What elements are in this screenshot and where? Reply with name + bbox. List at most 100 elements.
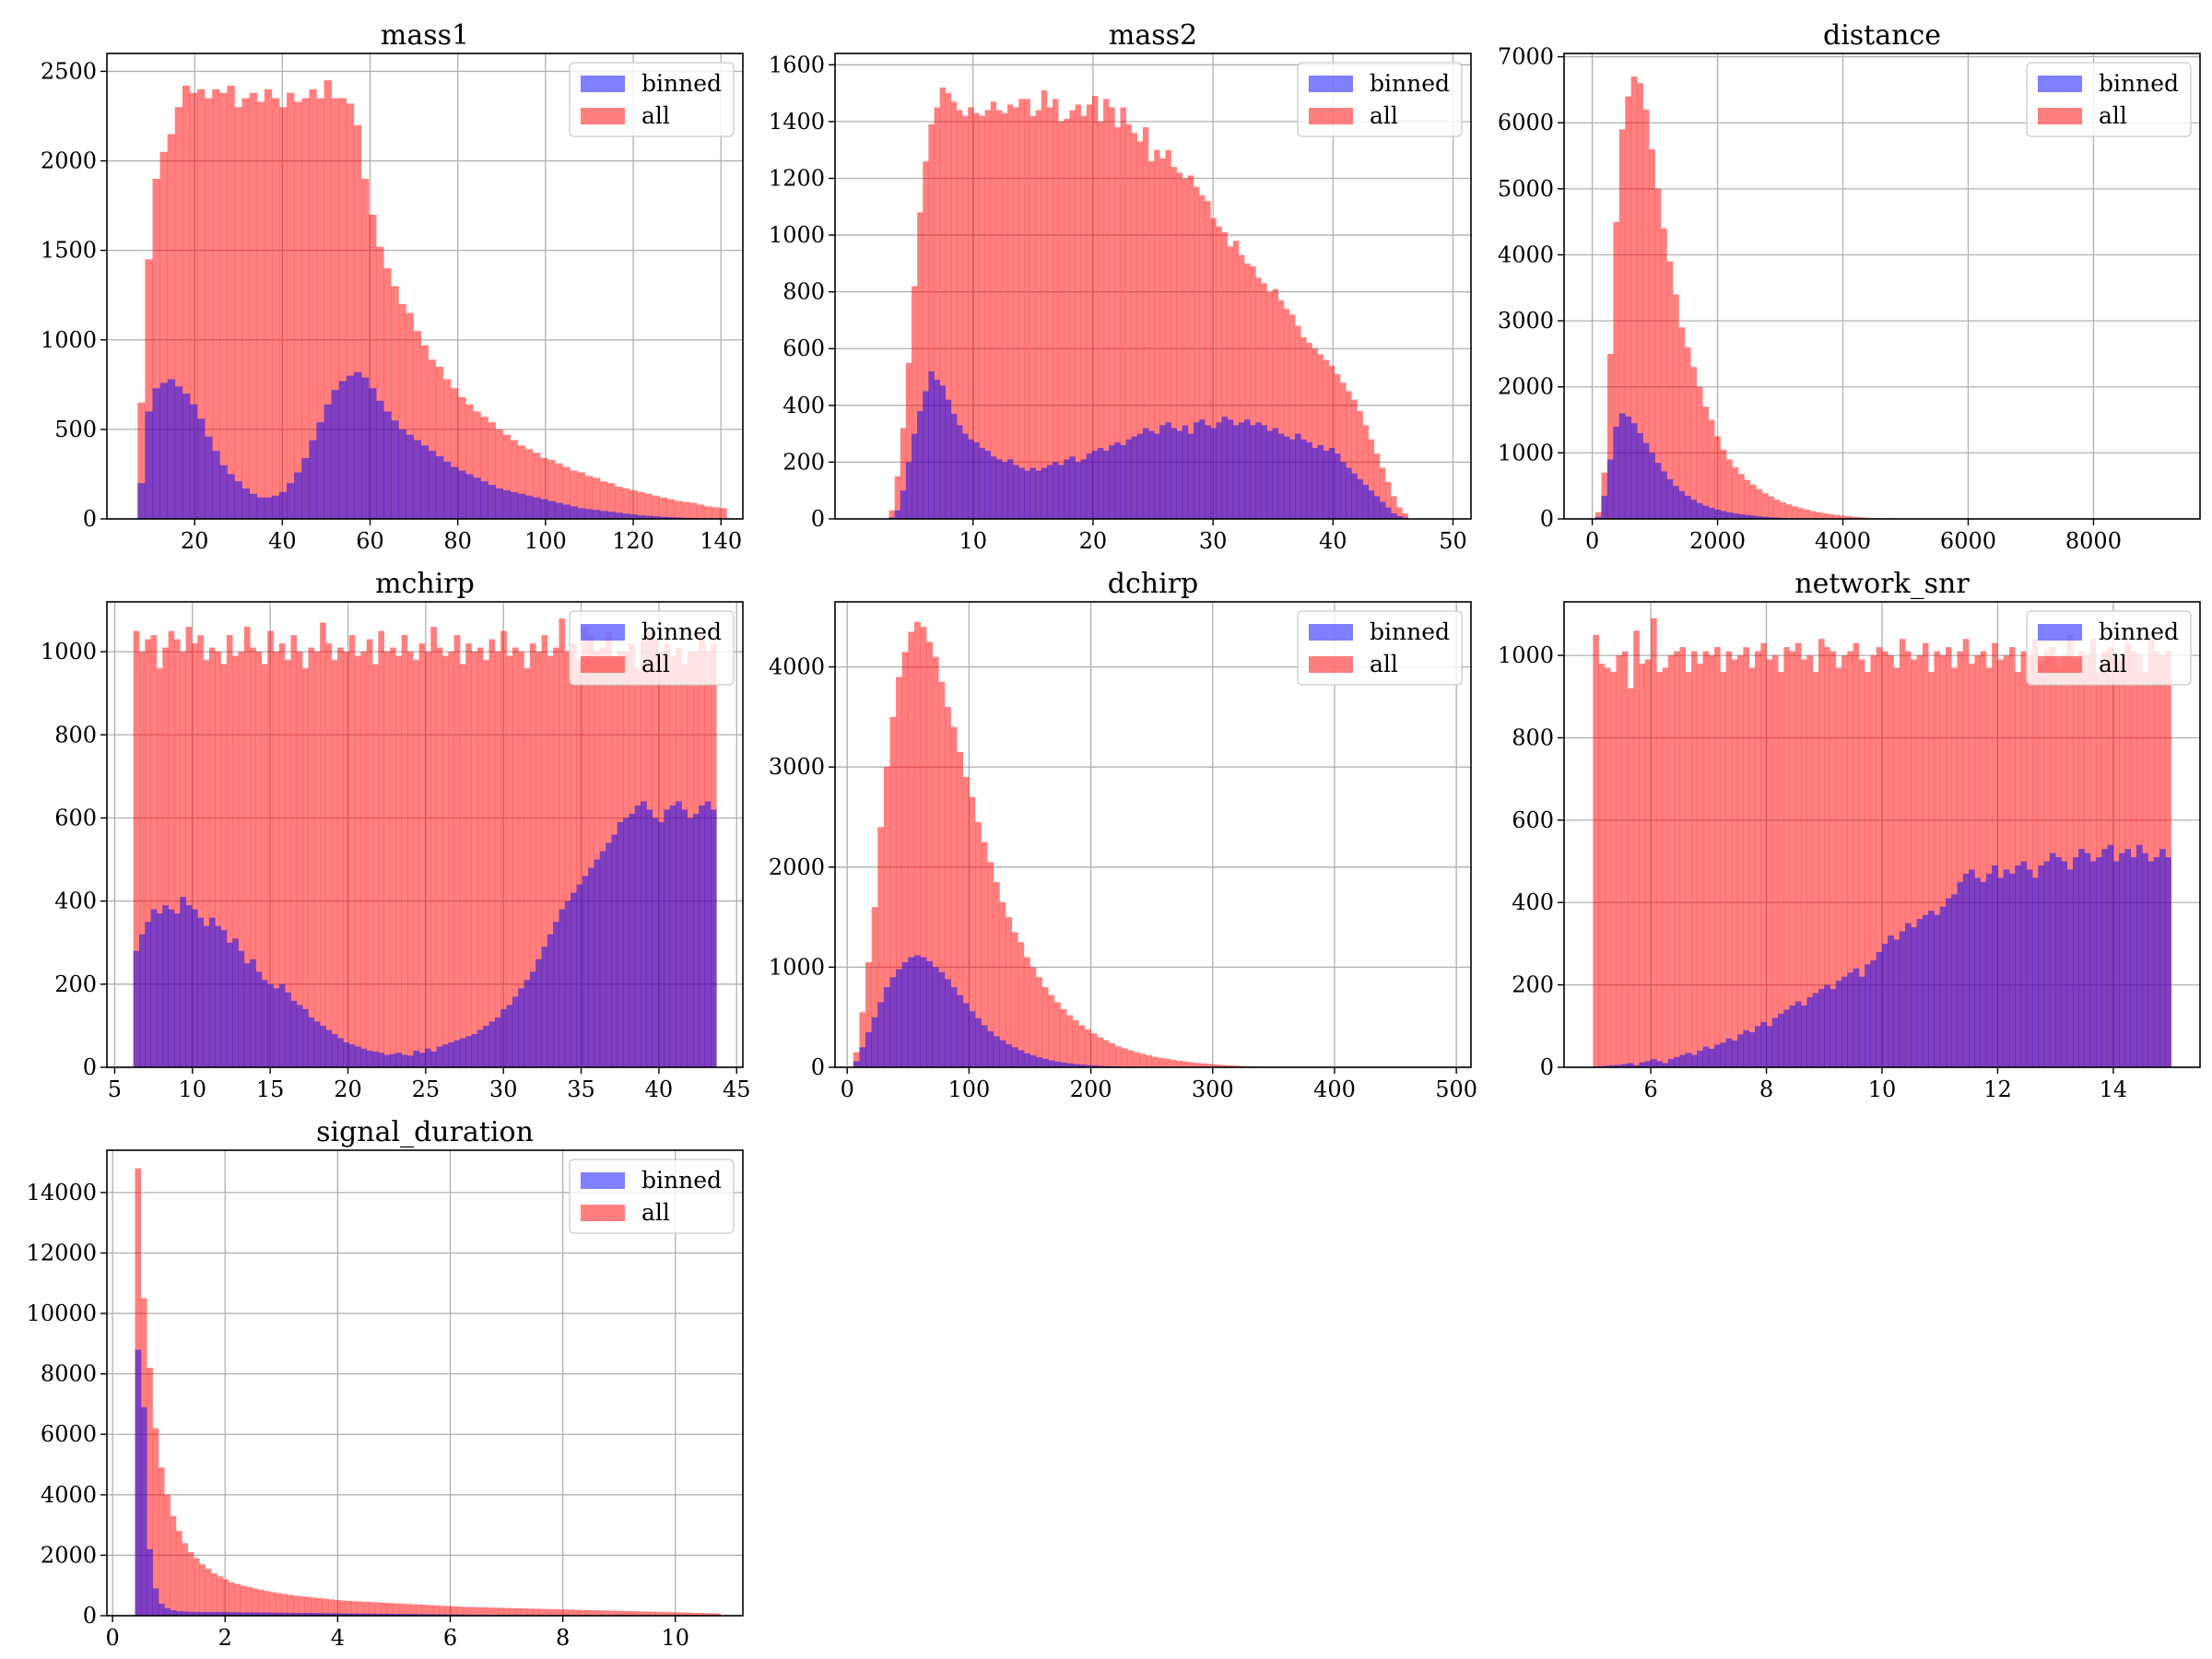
histogram-bar (269, 1592, 276, 1616)
y-tick-label: 0 (811, 506, 825, 532)
histogram-bar (1679, 1054, 1687, 1067)
legend: binned all (569, 610, 735, 686)
histogram-bar (1218, 1065, 1226, 1067)
histogram-bar (234, 107, 242, 520)
histogram-bar (975, 821, 982, 1067)
histogram-bar (594, 859, 601, 1067)
histogram-bar (1824, 984, 1830, 1067)
histogram-bar (413, 440, 422, 519)
histogram-bar (152, 1588, 159, 1616)
histogram-bar (889, 716, 897, 1067)
histogram-bar (1768, 517, 1775, 519)
y-tick-label: 8000 (41, 1361, 97, 1387)
x-tick-label: 40 (1319, 528, 1347, 554)
histogram-bar (1136, 141, 1144, 519)
histogram-bar (1346, 467, 1352, 519)
histogram-bar (416, 1604, 423, 1616)
histogram-bar (2124, 849, 2132, 1067)
histogram-bar (712, 507, 720, 519)
x-tick-label: 6 (443, 1625, 457, 1651)
legend-label-binned: binned (2099, 618, 2179, 645)
histogram-bar (287, 483, 295, 519)
histogram-bar (219, 92, 228, 519)
histogram-bar (208, 917, 216, 1067)
histogram-bar (1708, 1048, 1715, 1067)
histogram-bar (299, 1613, 305, 1616)
y-tick-label: 200 (1512, 972, 1554, 998)
histogram-bar (1661, 471, 1667, 519)
histogram-bar (1821, 512, 1829, 519)
histogram-bar (667, 1612, 675, 1616)
histogram-bar (2112, 861, 2120, 1067)
histogram-bar (1888, 655, 1894, 1067)
y-tick-label: 0 (83, 506, 97, 532)
histogram-bar (226, 635, 233, 1067)
histogram-bar (1656, 671, 1663, 1067)
histogram-bar (1283, 436, 1290, 519)
histogram-bar (1182, 178, 1189, 520)
histogram-bar (480, 1606, 487, 1616)
histogram-bar (410, 1604, 417, 1616)
histogram-bar (279, 107, 288, 520)
histogram-bar (962, 433, 969, 519)
histogram-bar (182, 394, 191, 519)
histogram-bar (219, 465, 228, 519)
x-tick-label: 45 (723, 1077, 751, 1102)
histogram-bar (1630, 76, 1638, 519)
histogram-bar (1060, 1062, 1067, 1067)
histogram-bar (634, 805, 641, 1067)
x-tick-label: 8000 (2065, 528, 2122, 554)
histogram-bar (2084, 853, 2091, 1067)
histogram-bar (1194, 1063, 1201, 1067)
histogram-bar (1131, 436, 1138, 519)
histogram-bar (398, 1614, 405, 1616)
histogram-bar (325, 1030, 333, 1067)
histogram-bar (2153, 857, 2160, 1067)
x-tick-label: 200 (1070, 1077, 1112, 1102)
histogram-bar (433, 1605, 441, 1616)
histogram-bar (252, 1588, 259, 1616)
histogram-bar (674, 500, 683, 519)
histogram-bar (710, 809, 717, 1067)
histogram-bar (1041, 90, 1048, 519)
legend-swatch-all (2038, 656, 2082, 673)
histogram-bar (1212, 1064, 1219, 1067)
histogram-bar (1317, 444, 1324, 519)
histogram-bar (1277, 433, 1285, 519)
histogram-bar (1306, 441, 1312, 519)
panel-network_snr: 6 8 10 12 14 0 200 400 600 800 1000 network_snrbinn… (1498, 568, 2201, 1102)
histogram-bar (1760, 1021, 1767, 1067)
histogram-bar (1216, 226, 1222, 519)
histogram-bar (1048, 994, 1055, 1067)
histogram-bar (1613, 426, 1620, 519)
histogram-bar (191, 643, 198, 1067)
histogram-bar (629, 489, 638, 519)
histogram-bar (545, 1608, 551, 1616)
histogram-bar (308, 647, 315, 1067)
histogram-bar (378, 630, 385, 1067)
histogram-bar (309, 88, 317, 519)
histogram-bar (2130, 857, 2137, 1067)
x-tick-label: 10 (1868, 1077, 1897, 1102)
histogram-bar (1142, 428, 1149, 519)
histogram-bar (316, 422, 324, 519)
histogram-bar (1125, 124, 1132, 520)
histogram-bar (611, 834, 618, 1067)
histogram-bar (623, 818, 629, 1067)
histogram-bar (1865, 671, 1871, 1067)
histogram-bar (250, 959, 256, 1067)
histogram-bar (2055, 857, 2062, 1067)
histogram-bar (2096, 857, 2102, 1067)
y-tick-label: 2000 (41, 1542, 97, 1568)
histogram-bar (865, 1031, 872, 1067)
histogram-bar (1911, 927, 1917, 1067)
histogram-bar (981, 841, 988, 1067)
histogram-bar (1702, 406, 1709, 519)
histogram-bar (211, 1612, 218, 1616)
histogram-bar (376, 246, 384, 519)
histogram-bar (2165, 857, 2171, 1067)
histogram-bar (1238, 254, 1245, 519)
histogram-bar (1835, 981, 1842, 1067)
histogram-bar (1893, 667, 1900, 1067)
histogram-bar (676, 801, 682, 1067)
